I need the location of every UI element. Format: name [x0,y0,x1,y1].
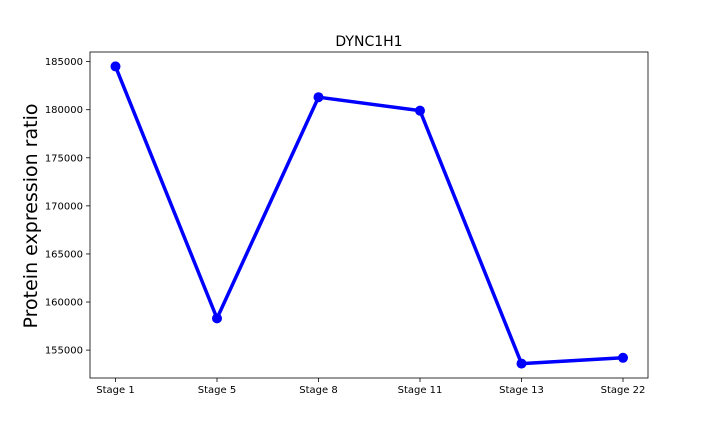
data-point [212,313,222,324]
data-point [516,358,527,369]
y-tick-label: 170000 [45,201,83,212]
x-tick-label: Stage 5 [198,385,236,396]
y-tick-label: 175000 [45,153,83,164]
y-tick-label: 185000 [45,57,83,68]
data-point [415,105,425,116]
data-point [618,352,628,363]
plot-frame [89,51,649,379]
series-line [113,65,624,366]
y-tick-label: 155000 [45,346,83,357]
x-tick-label: Stage 22 [601,385,646,396]
y-axis-ticks: 155000 160000 165000 170000 175000 180000 1850… [45,57,90,357]
data-point [110,61,121,72]
data-point [313,92,324,103]
x-tick-label: Stage 8 [299,385,337,396]
y-tick-label: 160000 [45,298,83,309]
chart-title: DYNC1H1 [335,34,402,50]
y-axis-label: Protein expression ratio [20,104,42,329]
series-group [110,61,628,369]
y-tick-label: 180000 [45,105,83,116]
x-tick-label: Stage 13 [499,385,544,396]
x-tick-label: Stage 11 [398,385,443,396]
x-axis-ticks: Stage 1 Stage 5 Stage 8 Stage 11 Stage 13 Sta… [96,378,645,396]
x-tick-label: Stage 1 [96,385,134,396]
y-tick-label: 165000 [45,249,83,260]
